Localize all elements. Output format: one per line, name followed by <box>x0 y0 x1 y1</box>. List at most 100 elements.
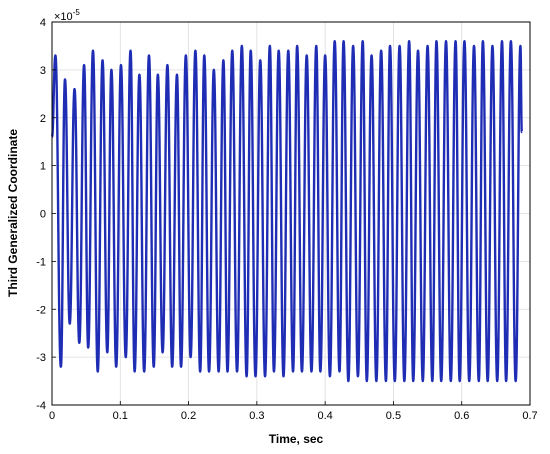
series-point <box>501 40 503 42</box>
plot-area <box>50 21 531 406</box>
series-point <box>329 375 331 377</box>
series-point <box>138 74 141 76</box>
y-tick-label: -2 <box>36 304 46 316</box>
series-point <box>505 380 507 382</box>
series-point <box>264 375 266 377</box>
series-point <box>301 370 303 373</box>
y-tick-label: -4 <box>36 400 46 412</box>
series-point <box>491 45 494 47</box>
series-point <box>87 346 89 349</box>
series-point <box>482 40 484 42</box>
series-point <box>250 50 252 52</box>
y-tick-label: 4 <box>40 17 46 29</box>
series-point <box>394 380 396 382</box>
series-point <box>352 45 354 47</box>
series-point <box>110 69 113 71</box>
series-point <box>199 370 201 373</box>
series-point <box>101 59 104 61</box>
series-point <box>54 54 57 57</box>
series-point <box>97 370 99 373</box>
x-tick-label: 0.6 <box>454 410 469 422</box>
x-axis-ticks: 0 0.1 0.2 0.3 0.4 0.5 0.6 0.7 <box>49 401 538 422</box>
series-point <box>357 375 359 377</box>
series-point <box>278 50 280 52</box>
series-group <box>50 39 524 383</box>
series-point <box>106 351 108 353</box>
series-point <box>269 45 271 47</box>
series-point <box>375 380 377 382</box>
series-point <box>515 380 517 382</box>
series-point <box>478 380 480 382</box>
series-point <box>440 380 442 382</box>
series-point <box>408 40 410 42</box>
x-tick-label: 0.7 <box>522 410 537 422</box>
series-point <box>435 40 438 42</box>
series-point <box>222 59 224 61</box>
series-point <box>426 45 429 47</box>
series-point <box>496 380 498 382</box>
series-point <box>362 40 364 42</box>
series-point <box>185 54 187 57</box>
series-point <box>287 50 289 52</box>
series-point <box>115 366 117 368</box>
series-point <box>64 78 66 81</box>
series-point <box>370 54 373 57</box>
series-point <box>306 54 308 57</box>
series-point <box>315 45 317 47</box>
series-point <box>246 375 248 377</box>
series-point <box>454 40 457 42</box>
x-axis-title: Time, sec <box>269 432 324 446</box>
series-point <box>69 323 71 325</box>
series-point <box>203 54 205 57</box>
series-point <box>166 64 169 66</box>
x-tick-label: 0.3 <box>249 410 264 422</box>
series-point <box>310 370 313 373</box>
series-point <box>176 74 178 76</box>
series-point <box>218 370 220 373</box>
series-point <box>334 40 336 42</box>
y-axis-exponent: ×10-5 <box>54 8 80 23</box>
series-point <box>338 370 341 373</box>
series-point <box>190 356 192 358</box>
series-point <box>519 45 522 47</box>
series-point <box>120 64 122 66</box>
y-tick-label: 1 <box>40 161 46 173</box>
series-point <box>510 40 512 42</box>
series-point <box>324 54 326 57</box>
series-point <box>366 380 368 382</box>
series-point <box>148 54 150 57</box>
y-tick-label: 0 <box>40 209 46 221</box>
series-point <box>292 370 294 373</box>
series-point <box>459 380 461 382</box>
y-axis-exponent-power: -5 <box>73 8 81 17</box>
series-point <box>129 50 132 52</box>
series-point <box>143 370 145 373</box>
x-tick-label: 0.2 <box>181 410 196 422</box>
series-point <box>254 375 257 377</box>
y-tick-label: 3 <box>40 65 46 77</box>
series-point <box>78 342 80 344</box>
x-tick-label: 0.1 <box>113 410 128 422</box>
series-point <box>157 74 159 76</box>
x-tick-label: 0 <box>49 410 55 422</box>
series-point <box>412 380 414 382</box>
series-point <box>208 370 210 373</box>
series-point <box>282 375 285 377</box>
series-point <box>73 88 76 90</box>
y-axis-ticks: 4 3 2 1 0 -1 -2 -3 -4 <box>36 17 56 412</box>
series-point <box>226 370 229 373</box>
series-point <box>92 50 94 52</box>
series-point <box>231 50 233 52</box>
series-point <box>445 40 447 42</box>
series-point <box>180 366 182 368</box>
series-point <box>463 40 466 42</box>
series-point <box>347 380 349 382</box>
series-point <box>398 45 401 47</box>
series-point <box>162 351 164 353</box>
x-tick-label: 0.4 <box>317 410 332 422</box>
series-point <box>319 370 321 373</box>
series-point <box>259 59 261 61</box>
series-point <box>468 380 470 382</box>
series-point <box>403 380 405 382</box>
